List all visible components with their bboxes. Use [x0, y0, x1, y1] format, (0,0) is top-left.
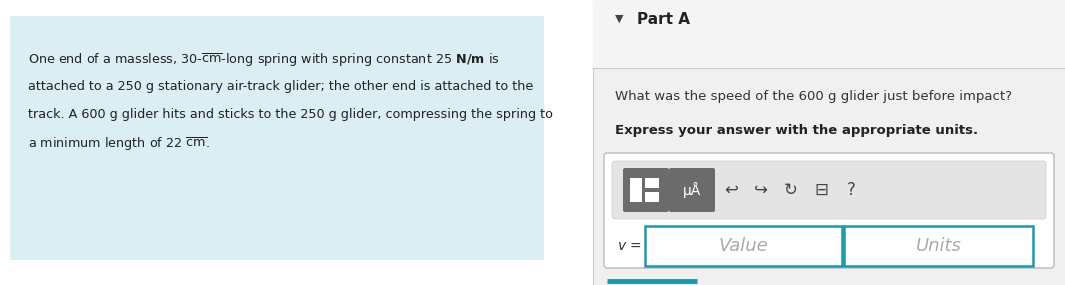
- FancyBboxPatch shape: [10, 16, 544, 260]
- Text: track. A 600 g glider hits and sticks to the 250 g glider, compressing the sprin: track. A 600 g glider hits and sticks to…: [28, 108, 553, 121]
- Text: ▼: ▼: [615, 14, 623, 24]
- Text: What was the speed of the 600 g glider just before impact?: What was the speed of the 600 g glider j…: [615, 90, 1012, 103]
- Text: $v$ =: $v$ =: [617, 239, 642, 253]
- Text: Part A: Part A: [637, 12, 690, 27]
- Text: attached to a 250 g stationary air-track glider; the other end is attached to th: attached to a 250 g stationary air-track…: [28, 80, 534, 93]
- Text: Value: Value: [719, 237, 768, 255]
- Bar: [645, 226, 842, 266]
- Bar: [843, 226, 1033, 266]
- Text: ⊟: ⊟: [814, 181, 828, 199]
- Text: μÅ: μÅ: [683, 182, 701, 198]
- FancyBboxPatch shape: [604, 153, 1054, 268]
- Text: ↻: ↻: [784, 181, 798, 199]
- Bar: [630, 178, 642, 202]
- Bar: [645, 178, 659, 188]
- Text: ↩: ↩: [724, 181, 738, 199]
- Text: ↪: ↪: [754, 181, 768, 199]
- Bar: [645, 192, 659, 202]
- Text: One end of a massless, 30-$\overline{\mathsf{cm}}$-long spring with spring const: One end of a massless, 30-$\overline{\ma…: [28, 52, 499, 69]
- FancyBboxPatch shape: [612, 161, 1046, 219]
- Text: Units: Units: [916, 237, 962, 255]
- Text: Express your answer with the appropriate units.: Express your answer with the appropriate…: [615, 124, 978, 137]
- Bar: [593, 0, 1065, 68]
- Bar: [593, 0, 1065, 285]
- Text: ?: ?: [847, 181, 855, 199]
- Text: a minimum length of 22 $\overline{\mathsf{cm}}$.: a minimum length of 22 $\overline{\maths…: [28, 136, 210, 153]
- FancyBboxPatch shape: [669, 168, 715, 212]
- FancyBboxPatch shape: [623, 168, 669, 212]
